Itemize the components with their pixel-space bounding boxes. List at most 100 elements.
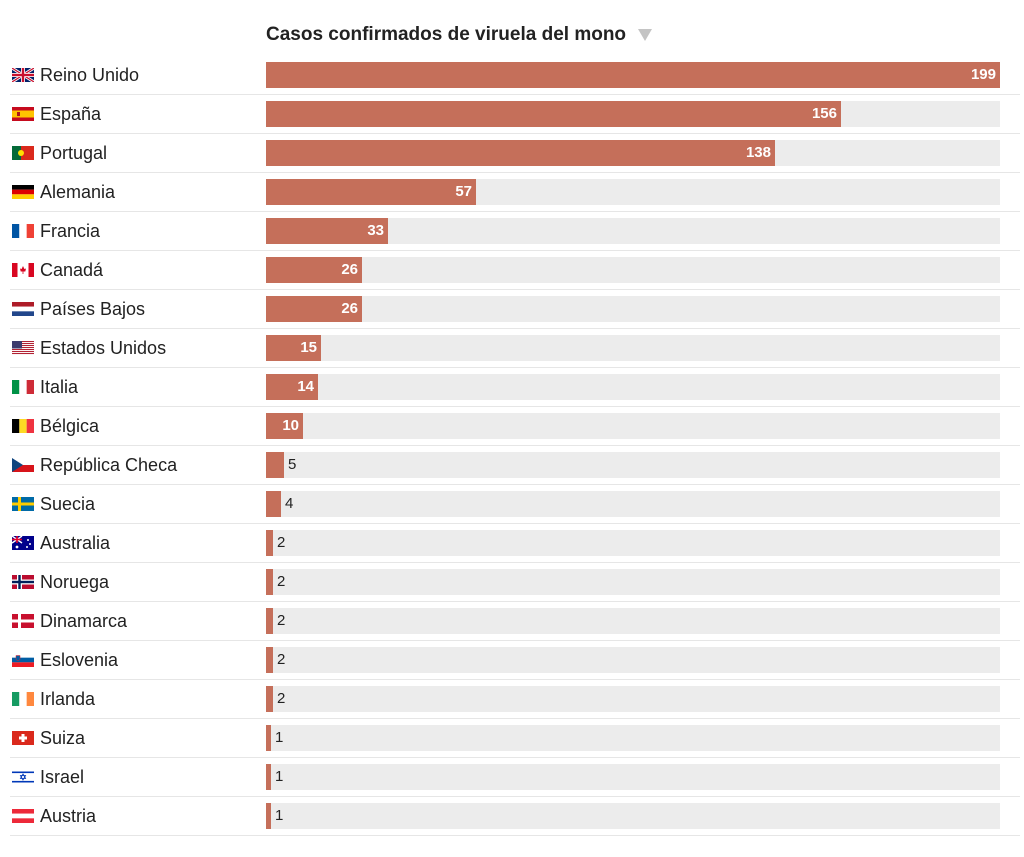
data-label: 10 <box>282 417 299 434</box>
bar <box>266 257 362 283</box>
bar-row-belgica: Bélgica 10 <box>10 407 1020 446</box>
bar <box>266 296 362 322</box>
bar-row-alemania: Alemania 57 <box>10 173 1020 212</box>
usa-flag-icon <box>12 341 34 355</box>
bar-row-canada: Canadá 26 <box>10 251 1020 290</box>
spain-flag-icon <box>12 107 34 121</box>
czech-flag-icon <box>12 458 34 472</box>
tick-label: Irlanda <box>40 689 96 709</box>
bar <box>266 569 273 595</box>
data-label: 199 <box>970 66 996 83</box>
bar <box>266 452 284 478</box>
tick-label: Australia <box>40 533 111 553</box>
bar-track: 199 <box>266 62 1000 88</box>
tick-label: Reino Unido <box>40 65 140 85</box>
tick-label: Bélgica <box>40 416 100 436</box>
slovenia-flag-icon <box>12 653 34 667</box>
bar <box>266 803 271 829</box>
bar-row-austria: Austria 1 <box>10 797 1020 836</box>
sort-desc-icon[interactable] <box>638 29 653 41</box>
bar-row-australia: Australia 2 <box>10 524 1020 563</box>
tick-label: Francia <box>40 221 101 241</box>
bar-track: 2 <box>266 608 1000 634</box>
bar-track: 26 <box>266 296 1000 322</box>
bar <box>266 608 273 634</box>
austria-flag-icon <box>12 809 34 823</box>
tick-label: Portugal <box>40 143 108 163</box>
data-label: 15 <box>300 339 317 356</box>
bar-row-suecia: Suecia 4 <box>10 485 1020 524</box>
bar-track: 156 <box>266 101 1000 127</box>
tick-label: Italia <box>40 377 79 397</box>
bar-track: 2 <box>266 530 1000 556</box>
bar <box>266 140 775 166</box>
switzerland-flag-icon <box>12 731 34 745</box>
tick-label: Austria <box>40 806 97 826</box>
data-label: 1 <box>275 729 284 746</box>
uk-flag-icon <box>12 68 34 82</box>
data-label: 26 <box>341 261 358 278</box>
bar-row-portugal: Portugal 138 <box>10 134 1020 173</box>
tick-label: Israel <box>40 767 85 787</box>
bar-track: 1 <box>266 803 1000 829</box>
bar-row-dinamarca: Dinamarca 2 <box>10 602 1020 641</box>
data-label: 26 <box>341 300 358 317</box>
data-label: 2 <box>277 612 286 629</box>
bar-track: 5 <box>266 452 1000 478</box>
bar <box>266 491 281 517</box>
sweden-flag-icon <box>12 497 34 511</box>
data-label: 2 <box>277 573 286 590</box>
data-label: 2 <box>277 651 286 668</box>
netherlands-flag-icon <box>12 302 34 316</box>
tick-label: Eslovenia <box>40 650 119 670</box>
data-label: 156 <box>811 105 837 122</box>
denmark-flag-icon <box>12 614 34 628</box>
data-label: 57 <box>455 183 472 200</box>
tick-label: Canadá <box>40 260 104 280</box>
bar <box>266 374 318 400</box>
bar-row-noruega: Noruega 2 <box>10 563 1020 602</box>
tick-label: República Checa <box>40 455 178 475</box>
portugal-flag-icon <box>12 146 34 160</box>
data-label: 5 <box>288 456 297 473</box>
chart-header: Casos confirmados de viruela del mono <box>266 22 653 48</box>
data-label: 4 <box>285 495 294 512</box>
bar-track: 138 <box>266 140 1000 166</box>
tick-label: Países Bajos <box>40 299 146 319</box>
bar <box>266 335 321 361</box>
tick-label: Alemania <box>40 182 116 202</box>
bar <box>266 101 841 127</box>
bar <box>266 413 303 439</box>
germany-flag-icon <box>12 185 34 199</box>
tick-label: Noruega <box>40 572 110 592</box>
data-label: 138 <box>745 144 771 161</box>
bar-row-eslovenia: Eslovenia 2 <box>10 641 1020 680</box>
data-label: 1 <box>275 768 284 785</box>
chart-title: Casos confirmados de viruela del mono <box>266 24 627 45</box>
bar-row-reino-unido: Reino Unido 199 <box>10 56 1020 95</box>
bar-row-estados-unidos: Estados Unidos 15 <box>10 329 1020 368</box>
bar-track: 2 <box>266 686 1000 712</box>
bar <box>266 647 273 673</box>
bar-row-israel: Israel 1 <box>10 758 1020 797</box>
bar <box>266 218 388 244</box>
tick-label: Suecia <box>40 494 96 514</box>
tick-label: España <box>40 104 102 124</box>
bar-row-republica-checa: República Checa 5 <box>10 446 1020 485</box>
data-label: 33 <box>367 222 384 239</box>
tick-label: Suiza <box>40 728 86 748</box>
bar-row-italia: Italia 14 <box>10 368 1020 407</box>
bar-track: 1 <box>266 764 1000 790</box>
bar-row-francia: Francia 33 <box>10 212 1020 251</box>
bar <box>266 179 476 205</box>
ireland-flag-icon <box>12 692 34 706</box>
canada-flag-icon <box>12 263 34 277</box>
bar-row-suiza: Suiza 1 <box>10 719 1020 758</box>
belgium-flag-icon <box>12 419 34 433</box>
italy-flag-icon <box>12 380 34 394</box>
bar-track: 2 <box>266 569 1000 595</box>
bar-row-espana: España 156 <box>10 95 1020 134</box>
bar-row-irlanda: Irlanda 2 <box>10 680 1020 719</box>
bar-track: 26 <box>266 257 1000 283</box>
